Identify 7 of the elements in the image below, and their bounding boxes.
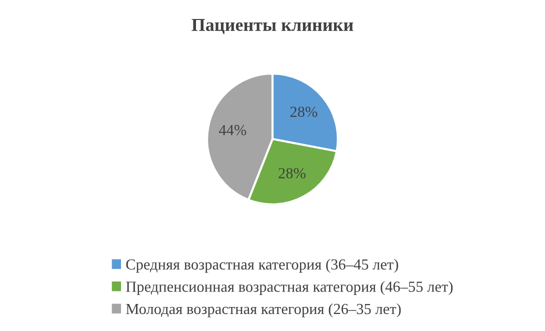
legend-label: Молодая возрастная категория (26–35 лет) — [126, 303, 401, 318]
data-label: 28% — [278, 168, 306, 178]
data-label: 28% — [290, 106, 318, 118]
legend-label: Средняя возрастная категория (36–45 лет) — [126, 258, 398, 273]
chart-title: Пациенты клиники — [192, 19, 354, 34]
legend-label: Предпенсионная возрастная категория (46–55 лет) — [126, 281, 453, 295]
data-label: 44% — [218, 124, 246, 136]
